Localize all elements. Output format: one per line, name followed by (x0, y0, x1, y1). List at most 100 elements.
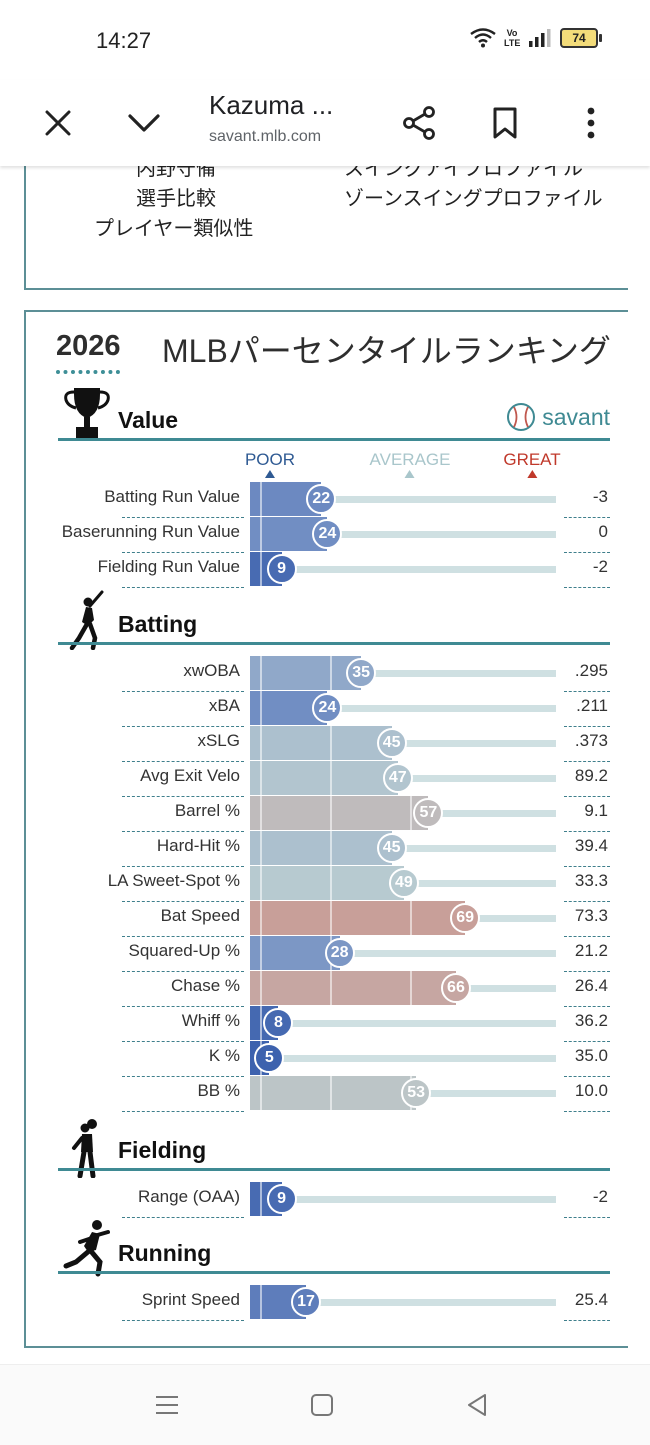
metric-row[interactable]: Squared-Up % 28 21.2 (26, 936, 626, 972)
metric-row[interactable]: Barrel % 57 9.1 (26, 796, 626, 832)
row-separator (564, 866, 610, 867)
metric-row[interactable]: K % 5 35.0 (26, 1041, 626, 1077)
recent-apps-icon (156, 1396, 178, 1414)
year-underline (56, 370, 120, 374)
metric-row[interactable]: Whiff % 8 36.2 (26, 1006, 626, 1042)
percentile-bar (250, 656, 362, 690)
link-zone-swing-profile[interactable]: ゾーンスイングプロファイル (344, 188, 603, 210)
percentile-circle: 9 (266, 1184, 297, 1214)
row-separator (564, 796, 610, 797)
metric-row[interactable]: Fielding Run Value 9 -2 (26, 552, 626, 588)
percentile-circle: 24 (312, 693, 343, 723)
metric-label: Avg Exit Velo (140, 766, 240, 785)
recent-apps-button[interactable] (147, 1385, 187, 1425)
metric-value: 33.3 (574, 871, 608, 890)
metric-row[interactable]: LA Sweet-Spot % 49 33.3 (26, 866, 626, 902)
percentile-circle: 49 (388, 868, 419, 898)
row-separator (564, 552, 610, 553)
bar-gridline (260, 761, 262, 795)
percentile-circle: 35 (346, 658, 377, 688)
bar-gridline (330, 866, 332, 900)
row-separator (122, 866, 244, 867)
scale-great: GREAT (503, 450, 561, 478)
percentile-track (250, 566, 556, 573)
bar-gridline (260, 901, 262, 935)
bar-gridline (330, 726, 332, 760)
row-separator (564, 761, 610, 762)
great-arrow-icon (527, 470, 537, 478)
link-swing-eye-profile[interactable]: スイングアイプロファイル (344, 166, 583, 180)
metric-row[interactable]: Chase % 66 26.4 (26, 971, 626, 1007)
metric-row[interactable]: Baserunning Run Value 24 0 (26, 517, 626, 553)
poor-arrow-icon (265, 470, 275, 478)
metric-row[interactable]: Batting Run Value 22 -3 (26, 482, 626, 518)
metric-row[interactable]: Sprint Speed 17 25.4 (26, 1285, 626, 1321)
row-separator (122, 552, 244, 553)
page-url[interactable]: savant.mlb.com (209, 128, 322, 145)
percentile-bar (250, 831, 392, 865)
back-button[interactable] (457, 1385, 497, 1425)
row-separator (564, 587, 610, 588)
link-player-similarity[interactable]: プレイヤー類似性 (94, 218, 254, 240)
percentile-circle: 5 (254, 1043, 285, 1073)
percentile-track (250, 1020, 556, 1027)
bar-gridline (410, 796, 412, 830)
metric-value: 89.2 (574, 766, 608, 785)
metric-label: Batting Run Value (104, 487, 240, 506)
row-separator (564, 1076, 610, 1077)
percentile-bar (250, 866, 404, 900)
percentile-circle: 9 (266, 554, 297, 584)
volte-icon: Vo LTE (504, 28, 521, 48)
bookmark-button[interactable] (480, 98, 530, 148)
menu-button[interactable] (566, 98, 616, 148)
share-button[interactable] (394, 98, 444, 148)
close-button[interactable] (33, 98, 83, 148)
scale-average: AVERAGE (369, 450, 451, 478)
row-separator (122, 1041, 244, 1042)
section-title-fielding: Fielding (118, 1137, 207, 1163)
metric-value: 73.3 (574, 906, 608, 925)
scale-average-label: AVERAGE (369, 450, 451, 469)
percentile-track (250, 705, 556, 712)
metric-value: 36.2 (574, 1011, 608, 1030)
row-separator (122, 796, 244, 797)
bar-gridline (260, 936, 262, 970)
links-box: 内野守備 選手比較 プレイヤー類似性 スイングアイプロファイル ゾーンスイングプ… (24, 166, 628, 290)
metric-label: Whiff % (181, 1011, 240, 1030)
home-button[interactable] (302, 1385, 342, 1425)
page-title[interactable]: Kazuma ... (209, 90, 334, 120)
link-infield-defense[interactable]: 内野守備 (136, 166, 216, 180)
metric-row[interactable]: xwOBA 35 .295 (26, 656, 626, 692)
percentile-circle: 8 (263, 1008, 294, 1038)
metric-label: Range (OAA) (137, 1187, 240, 1206)
percentile-track (250, 1196, 556, 1203)
scale-great-label: GREAT (503, 450, 561, 469)
bar-gridline (330, 1076, 332, 1110)
metric-value: 26.4 (574, 976, 608, 995)
percentile-bar (250, 796, 429, 830)
metric-label: Bat Speed (160, 906, 240, 925)
metric-row[interactable]: xBA 24 .211 (26, 691, 626, 727)
chevron-down-icon (128, 114, 160, 132)
bar-gridline (330, 796, 332, 830)
metric-row[interactable]: Range (OAA) 9 -2 (26, 1182, 626, 1218)
metric-label: xwOBA (183, 661, 240, 680)
metric-row[interactable]: Hard-Hit % 45 39.4 (26, 831, 626, 867)
row-separator (122, 831, 244, 832)
percentile-circle: 22 (306, 484, 337, 514)
metric-row[interactable]: Avg Exit Velo 47 89.2 (26, 761, 626, 797)
metric-row[interactable]: BB % 53 10.0 (26, 1076, 626, 1112)
percentile-circle: 45 (376, 728, 407, 758)
percentile-circle: 45 (376, 833, 407, 863)
link-player-compare[interactable]: 選手比較 (136, 188, 216, 210)
percentile-track (250, 1055, 556, 1062)
metric-label: Barrel % (174, 801, 240, 820)
metric-row[interactable]: xSLG 45 .373 (26, 726, 626, 762)
expand-button[interactable] (119, 98, 169, 148)
percentile-card: 2026 MLBパーセンタイルランキング savant POOR AVERAGE… (24, 310, 628, 1348)
bar-gridline (410, 971, 412, 1005)
year-selector[interactable]: 2026 (56, 330, 121, 362)
percentile-circle: 24 (312, 519, 343, 549)
metric-row[interactable]: Bat Speed 69 73.3 (26, 901, 626, 937)
percentile-track (250, 670, 556, 677)
